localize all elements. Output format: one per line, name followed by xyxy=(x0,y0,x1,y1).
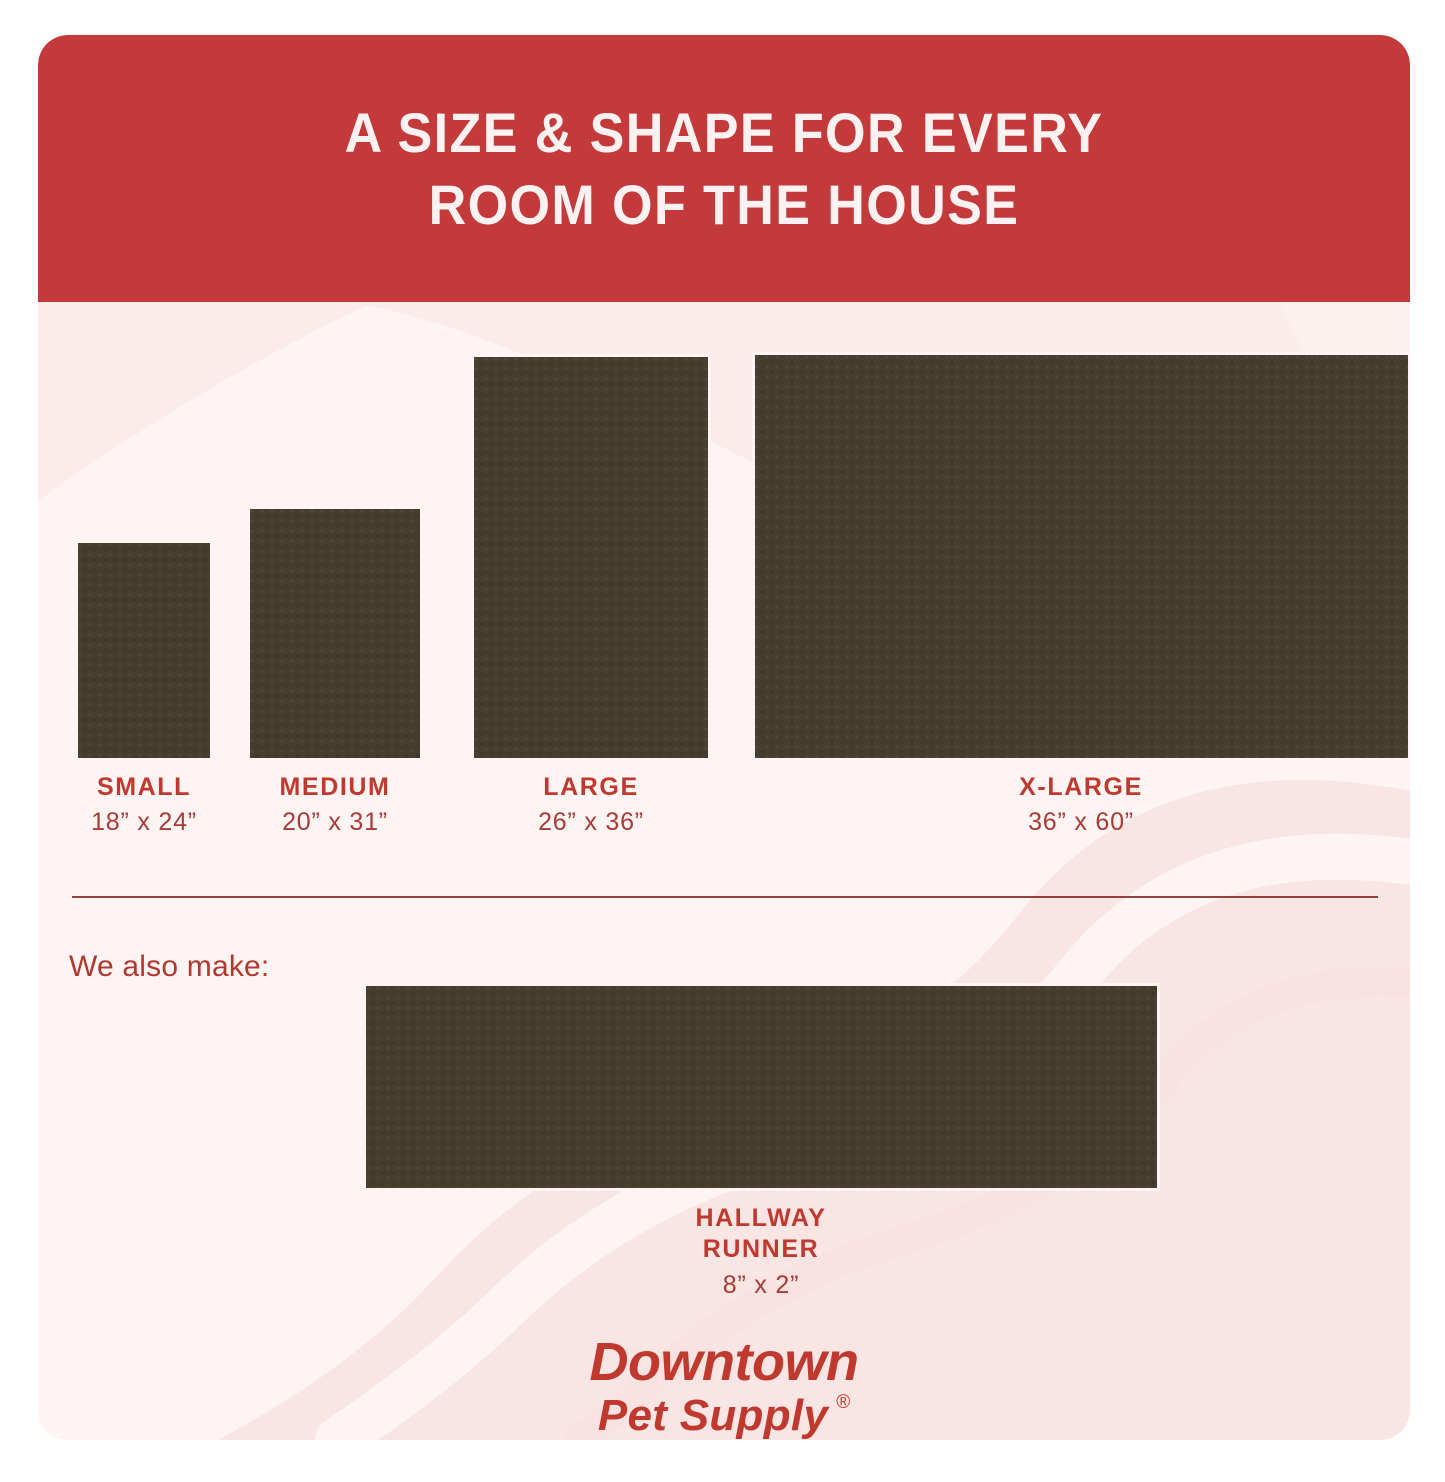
size-dimensions-hallway-runner: 8” x 2” xyxy=(722,1270,800,1299)
header-banner: A SIZE & SHAPE FOR EVERY ROOM OF THE HOU… xyxy=(38,35,1410,302)
mat-swatch-large xyxy=(474,357,708,758)
registered-trademark-icon: ® xyxy=(836,1392,851,1413)
size-name-medium: MEDIUM xyxy=(279,773,391,801)
mat-swatch-hallway-runner xyxy=(366,986,1157,1188)
brand-logo-line2: Pet Supply xyxy=(597,1391,829,1440)
brand-logo: Downtown Pet Supply ® xyxy=(38,1335,1410,1438)
size-name-x-large: X-LARGE xyxy=(1019,773,1143,801)
mat-swatch-small xyxy=(78,543,210,758)
size-dimensions-x-large: 36” x 60” xyxy=(1028,808,1134,837)
brand-logo-line2-row: Pet Supply ® xyxy=(38,1393,1410,1438)
page-title: A SIZE & SHAPE FOR EVERY ROOM OF THE HOU… xyxy=(344,100,1104,236)
brand-logo-line1: Downtown xyxy=(589,1332,859,1392)
size-label-small: SMALL 18” x 24” xyxy=(44,772,244,839)
size-name-large: LARGE xyxy=(543,773,639,801)
size-name-hallway-runner: HALLWAY RUNNER xyxy=(695,1204,827,1264)
size-name-small: SMALL xyxy=(96,773,192,801)
size-dimensions-medium: 20” x 31” xyxy=(282,808,388,837)
size-label-x-large: X-LARGE 36” x 60” xyxy=(981,772,1181,839)
size-dimensions-large: 26” x 36” xyxy=(538,808,644,837)
mat-swatch-x-large xyxy=(755,355,1408,758)
size-label-large: LARGE 26” x 36” xyxy=(491,772,691,839)
size-label-hallway-runner: HALLWAY RUNNER 8” x 2” xyxy=(661,1203,861,1301)
section-divider xyxy=(72,896,1378,898)
size-dimensions-small: 18” x 24” xyxy=(91,808,197,837)
also-make-heading: We also make: xyxy=(69,950,270,983)
size-chart-card: A SIZE & SHAPE FOR EVERY ROOM OF THE HOU… xyxy=(38,35,1410,1440)
mat-swatch-medium xyxy=(250,509,420,758)
size-label-medium: MEDIUM 20” x 31” xyxy=(235,772,435,839)
